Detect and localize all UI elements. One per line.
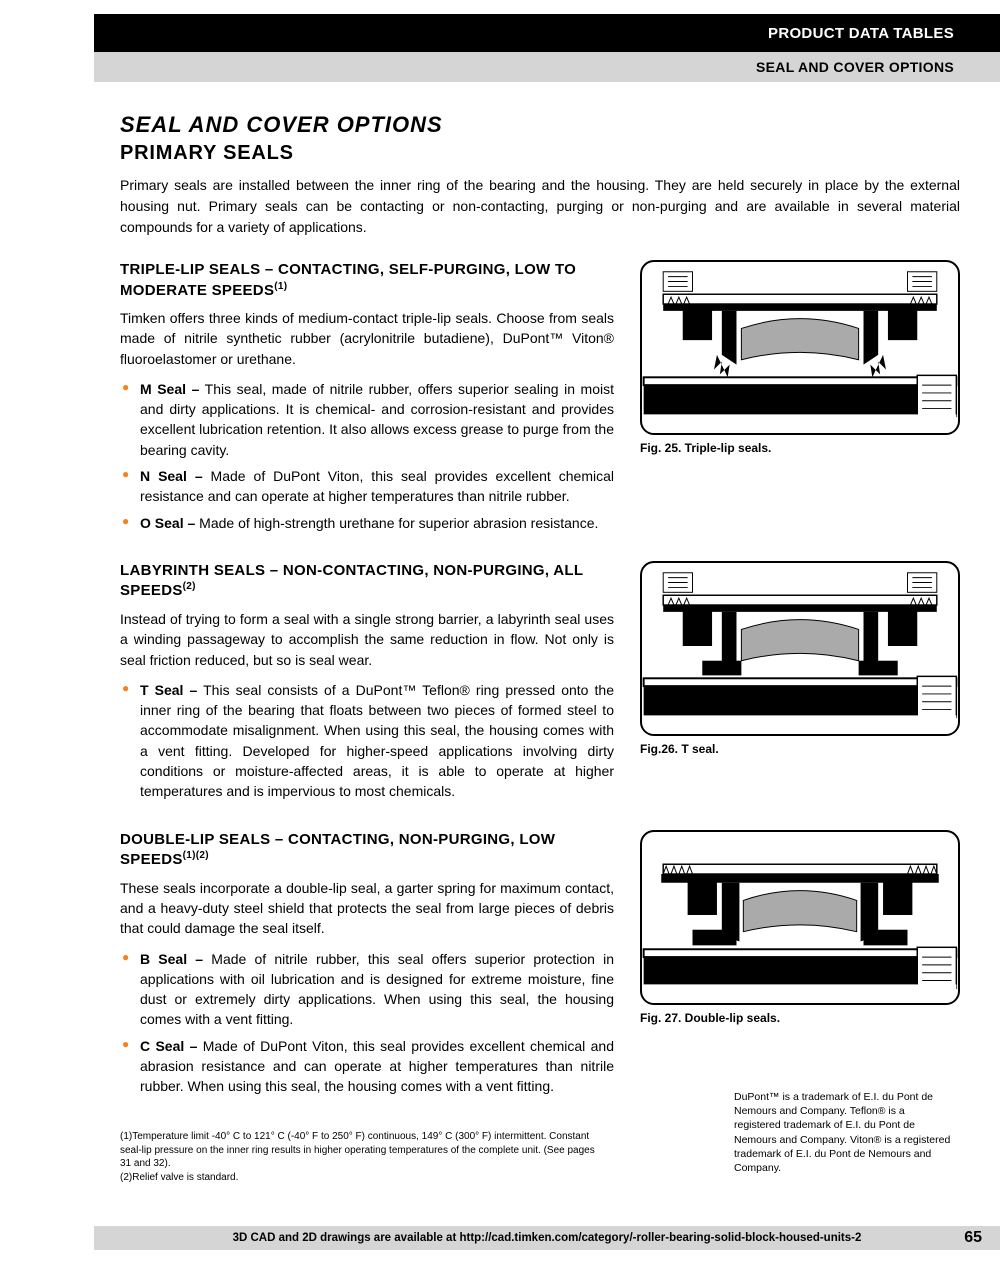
triple-figure: [640, 260, 960, 435]
triple-title: TRIPLE-LIP SEALS – CONTACTING, SELF-PURG…: [120, 260, 614, 300]
page-content: SEAL AND COVER OPTIONS PRIMARY SEALS Pri…: [120, 112, 960, 1125]
t-seal-diagram-icon: [642, 563, 958, 734]
footnote-1: (1)Temperature limit -40° C to 121° C (-…: [120, 1130, 600, 1171]
labyrinth-figure-col: Fig.26. T seal.: [640, 561, 960, 756]
list-item: N Seal – Made of DuPont Viton, this seal…: [120, 466, 614, 507]
list-item: B Seal – Made of nitrile rubber, this se…: [120, 949, 614, 1030]
triple-bullets: M Seal – This seal, made of nitrile rubb…: [120, 379, 614, 533]
double-left: DOUBLE-LIP SEALS – CONTACTING, NON-PURGI…: [120, 830, 614, 1105]
footnotes: (1)Temperature limit -40° C to 121° C (-…: [120, 1130, 600, 1184]
page-title-sub: PRIMARY SEALS: [120, 142, 960, 165]
labyrinth-title: LABYRINTH SEALS – NON-CONTACTING, NON-PU…: [120, 561, 614, 601]
header-grey-text: SEAL AND COVER OPTIONS: [756, 59, 954, 75]
footer-bar: 3D CAD and 2D drawings are available at …: [94, 1226, 1000, 1250]
double-caption: Fig. 27. Double-lip seals.: [640, 1011, 960, 1025]
list-item: O Seal – Made of high-strength urethane …: [120, 513, 614, 533]
trademark-notice: DuPont™ is a trademark of E.I. du Pont d…: [734, 1090, 954, 1175]
labyrinth-caption: Fig.26. T seal.: [640, 742, 960, 756]
section-double-lip: DOUBLE-LIP SEALS – CONTACTING, NON-PURGI…: [120, 830, 960, 1105]
page-title-italic: SEAL AND COVER OPTIONS: [120, 112, 960, 138]
double-title: DOUBLE-LIP SEALS – CONTACTING, NON-PURGI…: [120, 830, 614, 870]
triple-caption: Fig. 25. Triple-lip seals.: [640, 441, 960, 455]
triple-para: Timken offers three kinds of medium-cont…: [120, 308, 614, 369]
double-bullets: B Seal – Made of nitrile rubber, this se…: [120, 949, 614, 1097]
list-item: M Seal – This seal, made of nitrile rubb…: [120, 379, 614, 460]
header-grey-band: SEAL AND COVER OPTIONS: [94, 52, 1000, 82]
double-figure-col: Fig. 27. Double-lip seals.: [640, 830, 960, 1025]
labyrinth-figure: [640, 561, 960, 736]
section-triple-lip: TRIPLE-LIP SEALS – CONTACTING, SELF-PURG…: [120, 260, 960, 541]
intro-paragraph: Primary seals are installed between the …: [120, 175, 960, 238]
list-item: T Seal – This seal consists of a DuPont™…: [120, 680, 614, 802]
page-number: 65: [964, 1229, 982, 1247]
triple-left: TRIPLE-LIP SEALS – CONTACTING, SELF-PURG…: [120, 260, 614, 541]
footnote-2: (2)Relief valve is standard.: [120, 1171, 600, 1185]
header-black-band: PRODUCT DATA TABLES: [94, 14, 1000, 52]
double-para: These seals incorporate a double-lip sea…: [120, 878, 614, 939]
labyrinth-para: Instead of trying to form a seal with a …: [120, 609, 614, 670]
double-lip-diagram-icon: [642, 832, 958, 1003]
double-figure: [640, 830, 960, 1005]
header-black-text: PRODUCT DATA TABLES: [768, 25, 954, 42]
labyrinth-bullets: T Seal – This seal consists of a DuPont™…: [120, 680, 614, 802]
labyrinth-left: LABYRINTH SEALS – NON-CONTACTING, NON-PU…: [120, 561, 614, 810]
list-item: C Seal – Made of DuPont Viton, this seal…: [120, 1036, 614, 1097]
triple-figure-col: Fig. 25. Triple-lip seals.: [640, 260, 960, 455]
section-labyrinth: LABYRINTH SEALS – NON-CONTACTING, NON-PU…: [120, 561, 960, 810]
footer-text: 3D CAD and 2D drawings are available at …: [233, 1232, 862, 1244]
triple-lip-diagram-icon: [642, 262, 958, 433]
